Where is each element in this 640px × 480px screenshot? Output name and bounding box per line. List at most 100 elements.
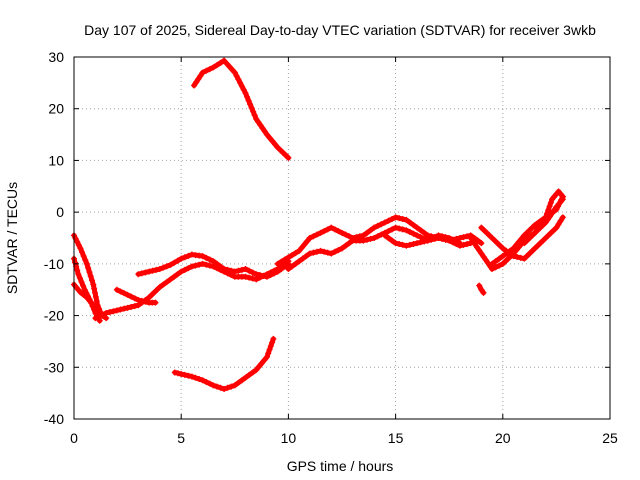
data-point <box>442 236 449 243</box>
data-point <box>531 229 538 236</box>
data-point <box>171 273 178 280</box>
data-point <box>185 252 192 259</box>
data-point <box>77 289 84 296</box>
data-point <box>255 363 262 370</box>
data-point <box>406 219 413 226</box>
data-point <box>559 193 566 200</box>
data-point <box>317 229 324 236</box>
data-point <box>499 253 506 260</box>
data-point <box>417 227 424 234</box>
data-point <box>476 282 483 289</box>
series-arc-14 <box>476 282 487 296</box>
data-point <box>135 271 142 278</box>
data-point <box>406 241 413 248</box>
data-point <box>235 267 242 274</box>
data-point <box>378 221 385 228</box>
data-point <box>396 225 403 232</box>
data-point <box>178 255 185 262</box>
data-point <box>196 376 203 383</box>
data-point <box>163 263 170 270</box>
data-point <box>124 304 131 311</box>
data-point <box>231 268 238 275</box>
data-point <box>253 271 260 278</box>
data-point <box>229 66 236 73</box>
data-point <box>456 235 463 241</box>
y-tick-label: -30 <box>44 359 64 375</box>
data-point <box>342 242 349 249</box>
data-point <box>131 295 138 302</box>
data-point <box>313 248 320 255</box>
data-point <box>392 214 399 221</box>
data-point <box>174 370 181 377</box>
x-tick-label: 10 <box>281 430 297 446</box>
data-point <box>121 305 128 312</box>
data-point <box>299 255 306 262</box>
data-point <box>360 237 367 244</box>
data-point <box>263 353 270 360</box>
y-tick-label: -20 <box>44 308 64 324</box>
data-point <box>492 264 499 271</box>
data-point <box>324 226 331 233</box>
data-point <box>410 230 417 237</box>
data-point <box>206 380 213 387</box>
data-point <box>167 276 174 283</box>
data-point <box>181 266 188 273</box>
data-point <box>92 289 99 296</box>
data-point <box>263 273 270 280</box>
y-tick-label: 0 <box>56 204 64 220</box>
data-point <box>331 226 338 233</box>
data-point <box>478 286 485 293</box>
data-point <box>421 238 428 245</box>
data-point <box>515 238 522 245</box>
series-arc-9 <box>381 232 474 249</box>
data-point <box>335 228 342 235</box>
data-point <box>274 260 281 267</box>
data-point <box>374 233 381 240</box>
data-point <box>178 268 185 275</box>
data-point <box>203 67 210 74</box>
data-point <box>478 250 485 257</box>
data-point <box>217 384 224 391</box>
data-point <box>435 235 442 241</box>
data-point <box>342 231 349 238</box>
data-point <box>238 83 245 90</box>
data-point <box>188 373 195 380</box>
data-point <box>439 235 446 242</box>
data-point <box>321 248 328 255</box>
data-point <box>545 207 552 214</box>
data-point <box>217 263 224 270</box>
data-point <box>482 256 489 263</box>
data-point <box>278 266 285 273</box>
data-point <box>496 262 503 269</box>
data-point <box>249 275 256 282</box>
data-point <box>261 357 268 364</box>
data-point <box>91 285 98 292</box>
data-point <box>399 241 406 248</box>
data-point <box>86 269 93 276</box>
data-point <box>206 256 213 263</box>
data-point <box>195 75 202 82</box>
data-point <box>113 286 120 293</box>
data-point <box>518 235 525 242</box>
data-point <box>217 59 224 66</box>
series-arc-5 <box>135 251 292 280</box>
data-point <box>242 90 249 97</box>
data-point <box>138 297 145 304</box>
y-tick-label: 30 <box>48 49 64 65</box>
data-point <box>414 232 421 239</box>
data-point <box>399 226 406 233</box>
data-point <box>489 260 496 267</box>
y-tick-label: 20 <box>48 101 64 117</box>
data-point <box>228 267 235 274</box>
data-point <box>138 270 145 277</box>
data-point <box>77 245 84 252</box>
data-point <box>99 311 106 318</box>
data-point <box>496 255 503 262</box>
data-point <box>296 247 303 254</box>
data-point <box>269 138 276 145</box>
data-point <box>313 231 320 238</box>
series-arc-6 <box>113 286 159 306</box>
data-point <box>121 290 128 297</box>
data-point <box>424 237 431 244</box>
data-point <box>206 66 213 73</box>
